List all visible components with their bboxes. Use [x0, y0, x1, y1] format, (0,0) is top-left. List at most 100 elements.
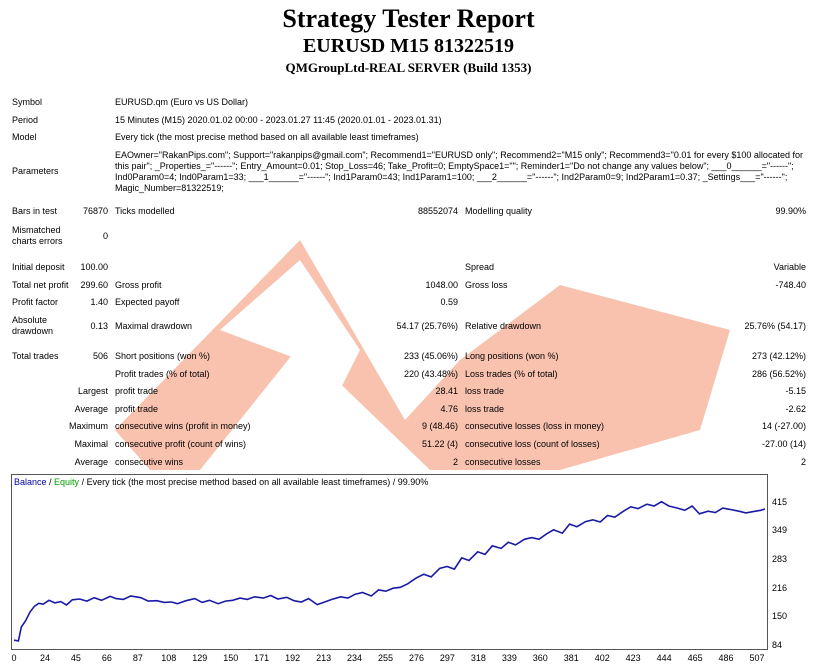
abs-drawdown-value: 0.13: [90, 321, 108, 331]
x-tick-label: 297: [439, 653, 455, 663]
mismatch-value: 0: [102, 231, 108, 241]
y-tick-label: 349: [772, 525, 788, 536]
avg-consec-wins-label: consecutive wins: [115, 457, 184, 467]
deposit-value: 100.00: [80, 262, 108, 272]
legend-balance: Balance: [14, 477, 47, 487]
spread-value: Variable: [773, 262, 806, 272]
y-tick-label: 216: [772, 582, 788, 593]
period-value: 15 Minutes (M15) 2020.01.02 00:00 - 2023…: [115, 115, 442, 125]
x-tick-label: 24: [39, 653, 50, 663]
x-tick-label: 45: [70, 653, 81, 663]
x-tick-label: 381: [563, 653, 579, 663]
x-tick-label: 276: [408, 653, 424, 663]
x-tick-label: 213: [316, 653, 332, 663]
legend-equity: Equity: [54, 477, 80, 487]
maximum-prefix: Maximum: [68, 421, 108, 431]
x-tick-label: 192: [285, 653, 301, 663]
average-profit-label: profit trade: [115, 404, 159, 414]
loss-trades-value: 286 (56.52%): [751, 369, 806, 379]
max-consec-wins-value: 9 (48.46): [421, 421, 458, 431]
largest-loss-value: -5.15: [785, 386, 806, 396]
profit-factor-label: Profit factor: [12, 297, 59, 307]
net-profit-label: Total net profit: [12, 280, 69, 290]
max-consec-wins-label: consecutive wins (profit in money): [115, 421, 251, 431]
max-consec-losses-label: consecutive losses (loss in money): [465, 421, 605, 431]
x-tick-label: 171: [254, 653, 270, 663]
symbol-value: EURUSD.qm (Euro vs US Dollar): [115, 97, 249, 107]
bars-value: 76870: [82, 206, 108, 216]
x-tick-label: 486: [718, 653, 734, 663]
x-tick-label: 66: [101, 653, 112, 663]
legend-sep-2: /: [79, 477, 87, 487]
maximal-loss-label: consecutive loss (count of losses): [465, 439, 600, 449]
average-profit-value: 4.76: [440, 404, 458, 414]
y-tick-label: 283: [772, 553, 788, 564]
average-consec-prefix: Average: [74, 457, 108, 467]
x-tick-label: 0: [11, 653, 17, 663]
average-loss-label: loss trade: [465, 404, 505, 414]
average-prefix: Average: [74, 404, 108, 414]
max-consec-losses-value: 14 (-27.00): [761, 421, 806, 431]
quality-label: Modelling quality: [465, 206, 533, 216]
max-drawdown-label: Maximal drawdown: [115, 321, 193, 331]
x-tick-label: 423: [625, 653, 641, 663]
rel-drawdown-value: 25.76% (54.17): [744, 321, 806, 331]
server-name: QMGroupLtd-REAL SERVER (Build 1353): [285, 60, 532, 75]
legend-description: Every tick (the most precise method base…: [86, 477, 429, 487]
mismatch-label: Mismatched charts errors: [12, 225, 63, 246]
average-loss-value: -2.62: [785, 404, 806, 414]
maximal-profit-value: 51.22 (4): [421, 439, 458, 449]
max-drawdown-value: 54.17 (25.76%): [396, 321, 458, 331]
largest-loss-label: loss trade: [465, 386, 505, 396]
quality-value: 99.90%: [775, 206, 806, 216]
avg-consec-wins-value: 2: [452, 457, 458, 467]
period-label: Period: [12, 115, 39, 125]
model-value: Every tick (the most precise method base…: [115, 132, 419, 142]
largest-prefix: Largest: [77, 386, 108, 396]
x-tick-label: 465: [687, 653, 703, 663]
gross-profit-label: Gross profit: [115, 280, 162, 290]
net-profit-value: 299.60: [80, 280, 108, 290]
y-tick-label: 84: [772, 640, 783, 650]
avg-consec-losses-label: consecutive losses: [465, 457, 541, 467]
abs-drawdown-label: Absolute drawdown: [12, 315, 54, 336]
report-title: Strategy Tester Report: [282, 4, 535, 33]
largest-profit-label: profit trade: [115, 386, 159, 396]
x-tick-label: 318: [470, 653, 486, 663]
rel-drawdown-label: Relative drawdown: [465, 321, 542, 331]
gross-loss-label: Gross loss: [465, 280, 508, 290]
model-label: Model: [12, 132, 37, 142]
y-tick-label: 150: [772, 611, 788, 622]
legend-sep-1: /: [46, 477, 55, 487]
total-trades-label: Total trades: [12, 351, 59, 361]
total-trades-value: 506: [92, 351, 108, 361]
avg-consec-losses-value: 2: [800, 457, 806, 467]
x-tick-label: 108: [161, 653, 177, 663]
long-positions-label: Long positions (won %): [465, 351, 559, 361]
x-tick-label: 339: [501, 653, 517, 663]
balance-chart: [11, 474, 768, 650]
profit-factor-value: 1.40: [90, 297, 108, 307]
short-positions-value: 233 (45.06%): [403, 351, 458, 361]
ticks-value: 88552074: [417, 206, 458, 216]
x-tick-label: 234: [347, 653, 363, 663]
x-tick-label: 507: [749, 653, 765, 663]
bars-label: Bars in test: [12, 206, 58, 216]
deposit-label: Initial deposit: [12, 262, 65, 272]
expected-payoff-label: Expected payoff: [115, 297, 180, 307]
x-tick-label: 150: [223, 653, 239, 663]
x-tick-label: 129: [192, 653, 208, 663]
short-positions-label: Short positions (won %): [115, 351, 211, 361]
largest-profit-value: 28.41: [435, 386, 458, 396]
ticks-label: Ticks modelled: [115, 206, 175, 216]
parameters-value: EAOwner="RakanPips.com"; Support="rakanp…: [115, 150, 803, 193]
loss-trades-label: Loss trades (% of total): [465, 369, 558, 379]
gross-loss-value: -748.40: [775, 280, 806, 290]
x-tick-label: 402: [594, 653, 610, 663]
expected-payoff-value: 0.59: [440, 297, 458, 307]
x-tick-label: 255: [377, 653, 394, 663]
profit-trades-label: Profit trades (% of total): [115, 369, 210, 379]
maximal-loss-value: -27.00 (14): [761, 439, 806, 449]
spread-label: Spread: [465, 262, 495, 272]
report-subtitle: EURUSD M15 81322519: [302, 35, 515, 57]
